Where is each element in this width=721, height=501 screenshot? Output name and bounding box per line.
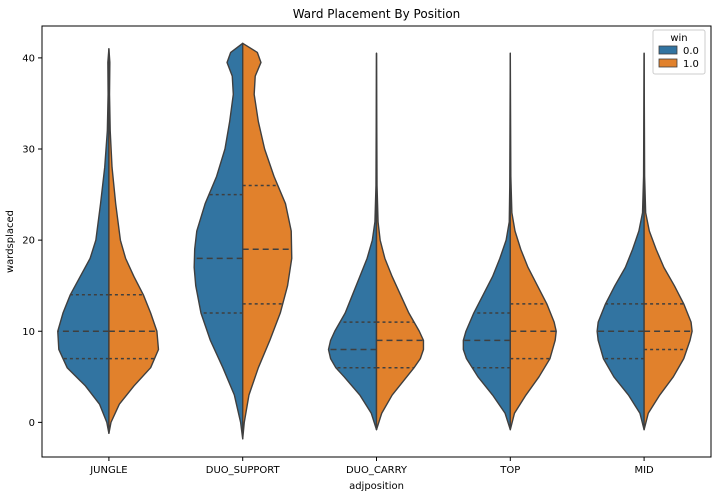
legend-swatch-0: [658, 45, 678, 55]
x-axis-label: adjposition: [349, 481, 404, 492]
violin-mid-win-1-0: [643, 52, 693, 431]
chart-title: Ward Placement By Position: [293, 7, 461, 21]
y-axis-label: wardsplaced: [5, 210, 16, 273]
y-tick-label-3: 30: [22, 145, 35, 156]
violins-layer: [57, 42, 693, 440]
y-tick-label-0: 0: [29, 418, 35, 429]
violin-top-win-0-0: [462, 52, 511, 431]
y-axis: 0 10 20 30 40: [22, 53, 42, 429]
legend-label-0: 0.0: [683, 46, 699, 57]
violin-duo-carry-win-0-0: [327, 52, 378, 431]
legend-swatch-1: [658, 58, 678, 68]
y-tick-label-1: 10: [22, 327, 35, 338]
x-tick-label-2: DUO_CARRY: [346, 465, 408, 476]
violin-top-win-1-0: [509, 52, 557, 431]
x-tick-label-0: JUNGLE: [89, 465, 127, 476]
legend-label-1: 1.0: [683, 59, 699, 70]
legend-title: win: [670, 33, 687, 44]
x-tick-label-4: MID: [634, 465, 654, 476]
y-tick-label-2: 20: [22, 236, 35, 247]
x-tick-label-3: TOP: [499, 465, 520, 476]
x-tick-label-1: DUO_SUPPORT: [206, 465, 281, 476]
x-axis: JUNGLE DUO_SUPPORT DUO_CARRY TOP MID: [89, 457, 654, 476]
y-tick-label-4: 40: [22, 53, 35, 64]
violin-duo-carry-win-1-0: [375, 52, 425, 431]
legend: win 0.0 1.0: [652, 29, 706, 75]
violin-jungle-win-0-0: [57, 48, 110, 435]
violin-jungle-win-1-0: [108, 48, 160, 435]
violin-mid-win-0-0: [596, 52, 645, 431]
violin-duo-support-win-0-0: [193, 42, 244, 440]
violin-duo-support-win-1-0: [242, 42, 293, 440]
